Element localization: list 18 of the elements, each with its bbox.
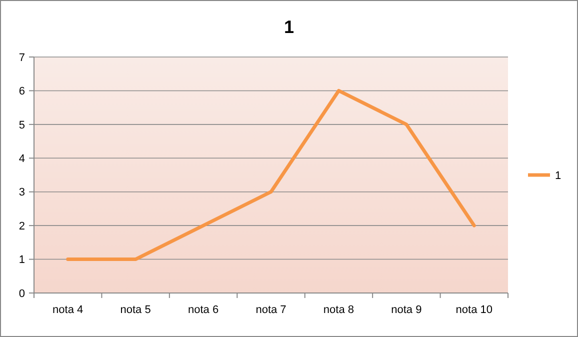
x-tick-label: nota 10: [456, 304, 492, 316]
x-tick-label: nota 4: [52, 304, 84, 316]
y-tick-label: 1: [18, 254, 25, 266]
x-tick-label: nota 7: [256, 304, 286, 316]
y-tick-label: 6: [18, 86, 25, 98]
y-tick-label: 2: [18, 220, 25, 232]
x-tick-label: nota 6: [188, 304, 219, 316]
y-tick-label: 3: [18, 186, 25, 199]
y-tick-label: 4: [18, 152, 25, 165]
y-tick-label: 0: [18, 288, 25, 300]
y-tick-label: 7: [18, 52, 25, 64]
chart-title: 1: [284, 17, 294, 37]
x-tick-label: nota 8: [323, 304, 354, 316]
line-series: [66, 88, 476, 262]
y-tick-label: 5: [18, 119, 25, 132]
x-tick-label: nota 9: [391, 304, 422, 316]
legend-label: 1: [555, 170, 562, 182]
x-tick-label: nota 5: [120, 304, 151, 316]
